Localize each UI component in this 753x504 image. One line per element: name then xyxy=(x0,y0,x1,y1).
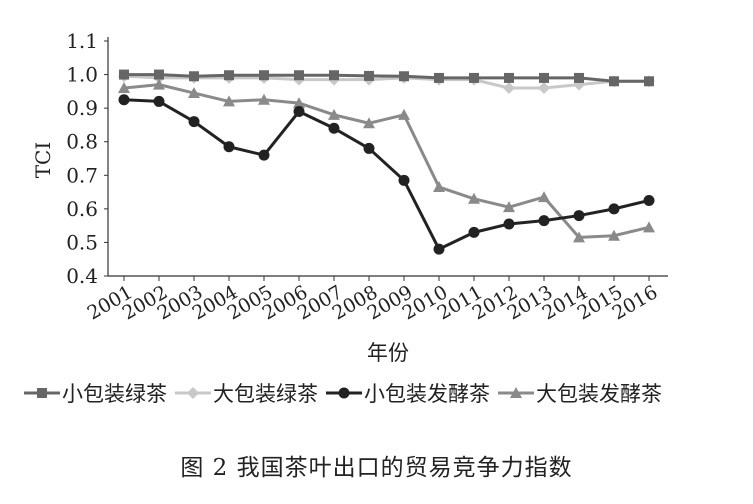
data-point xyxy=(189,71,199,82)
chart-legend: 小包装绿茶 大包装绿茶 小包装发酵茶 大包装发酵茶 xyxy=(22,378,742,408)
legend-swatch xyxy=(24,388,60,398)
data-point xyxy=(573,231,585,243)
legend-item: 大包装绿茶 xyxy=(173,378,318,408)
data-point xyxy=(469,72,479,83)
data-point xyxy=(328,122,340,134)
legend-marker xyxy=(338,387,350,399)
data-point xyxy=(223,95,235,107)
data-point xyxy=(398,174,410,186)
data-point xyxy=(363,117,375,129)
data-point xyxy=(328,108,340,120)
series-line xyxy=(124,73,649,83)
chart-series xyxy=(118,69,655,255)
y-tick-label: 0.8 xyxy=(66,130,98,154)
y-tick-label: 1.0 xyxy=(66,63,98,87)
legend-item: 小包装绿茶 xyxy=(22,378,167,408)
figure-caption: 图 2 我国茶叶出口的贸易竞争力指数 xyxy=(180,455,573,481)
y-axis-title: TCI xyxy=(31,142,55,179)
data-point xyxy=(504,72,514,83)
data-point xyxy=(503,82,515,94)
data-point xyxy=(188,87,200,99)
data-point xyxy=(644,76,654,87)
data-point xyxy=(538,215,550,227)
legend-marker xyxy=(37,388,47,398)
data-point xyxy=(363,142,375,154)
data-point xyxy=(329,70,339,81)
y-tick-label: 0.6 xyxy=(66,197,98,221)
legend-label: 大包装发酵茶 xyxy=(536,382,662,406)
data-point xyxy=(503,201,515,213)
data-point xyxy=(608,229,620,241)
data-point xyxy=(258,93,270,105)
data-point xyxy=(258,149,270,161)
data-point xyxy=(433,243,445,255)
legend-marker xyxy=(510,387,522,398)
data-point xyxy=(539,72,549,83)
y-tick-label: 0.9 xyxy=(66,96,98,120)
series-line xyxy=(123,74,649,90)
series-1 xyxy=(119,69,654,87)
data-point xyxy=(643,221,655,233)
data-point xyxy=(293,97,305,109)
legend-label: 大包装绿茶 xyxy=(213,382,318,406)
data-point xyxy=(468,226,480,238)
data-point xyxy=(399,71,409,82)
data-point xyxy=(153,78,165,90)
data-point xyxy=(608,203,620,215)
data-point xyxy=(433,181,445,193)
series-3 xyxy=(118,94,655,255)
y-tick-label: 0.7 xyxy=(66,163,98,187)
data-point xyxy=(259,70,269,81)
y-tick-label: 0.5 xyxy=(66,230,98,254)
data-point xyxy=(538,82,550,94)
legend-item: 大包装发酵茶 xyxy=(496,378,662,408)
data-point xyxy=(119,69,129,80)
data-point xyxy=(398,108,410,120)
legend-swatch xyxy=(326,387,362,399)
y-tick-label: 0.4 xyxy=(66,264,98,288)
data-point xyxy=(118,82,130,93)
data-point xyxy=(293,106,305,117)
data-point xyxy=(153,95,165,107)
data-point xyxy=(364,70,374,81)
x-axis-title: 年份 xyxy=(367,341,409,365)
data-point xyxy=(503,218,515,230)
legend-swatch xyxy=(175,387,211,399)
series-line xyxy=(123,98,650,251)
series-line xyxy=(123,83,650,239)
data-point xyxy=(538,191,550,203)
legend-marker xyxy=(187,387,199,399)
data-point xyxy=(188,116,200,128)
data-point xyxy=(434,72,444,83)
tci-line-chart: 0.40.50.60.70.80.91.01.12001200220032004… xyxy=(31,29,668,365)
data-point xyxy=(609,76,619,87)
data-point xyxy=(223,141,235,153)
data-point xyxy=(574,72,584,83)
data-point xyxy=(573,210,585,222)
data-point xyxy=(118,94,130,106)
data-point xyxy=(643,194,655,206)
data-point xyxy=(154,69,164,80)
y-tick-label: 1.1 xyxy=(66,29,98,53)
legend-swatch xyxy=(498,387,534,398)
legend-label: 小包装发酵茶 xyxy=(364,382,490,406)
data-point xyxy=(294,70,304,81)
legend-item: 小包装发酵茶 xyxy=(324,378,490,408)
legend-label: 小包装绿茶 xyxy=(62,382,167,406)
data-point xyxy=(468,192,480,204)
data-point xyxy=(224,70,234,81)
